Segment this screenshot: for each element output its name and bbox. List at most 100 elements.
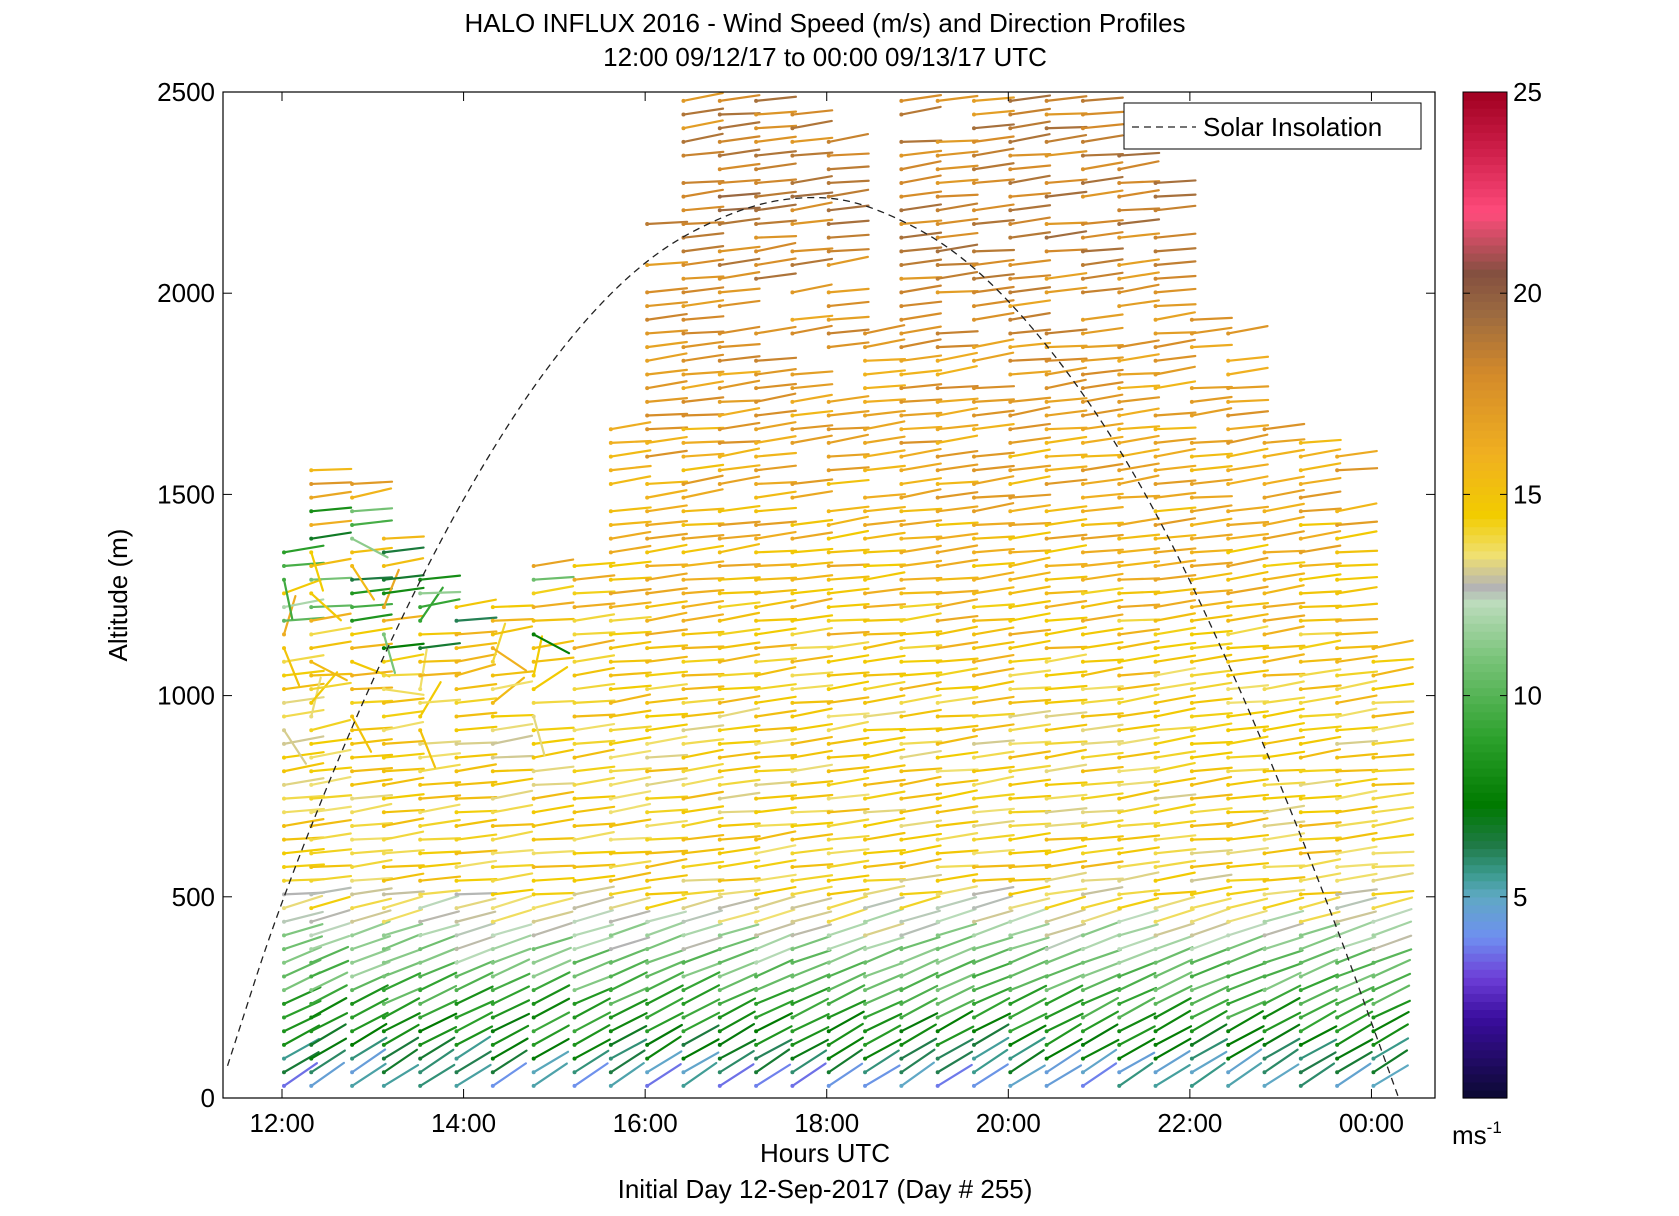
wind-vector-head <box>1044 577 1049 582</box>
wind-vector-shaft <box>282 986 322 1005</box>
wind-vector-shaft <box>1190 722 1233 732</box>
wind-vector-shaft <box>1154 958 1193 978</box>
wind-vector-head <box>1044 399 1049 404</box>
wind-vector-shaft <box>936 449 979 458</box>
wind-vector-shaft <box>755 520 798 527</box>
wind-vector-head <box>717 687 722 692</box>
wind-vector <box>754 999 794 1020</box>
wind-vector <box>826 1036 864 1061</box>
wind-vector <box>1153 464 1197 473</box>
wind-vector-shaft <box>310 1012 349 1033</box>
wind-vector-head <box>645 755 650 760</box>
wind-vector <box>1189 712 1233 719</box>
wind-vector <box>863 817 906 828</box>
wind-vector <box>350 753 394 760</box>
wind-vector-head <box>645 618 650 623</box>
wind-vector-shaft <box>900 749 942 759</box>
wind-vector <box>1335 549 1379 555</box>
wind-vector <box>754 1025 793 1047</box>
wind-vector-shaft <box>1336 449 1378 458</box>
wind-vector <box>1008 750 1051 760</box>
wind-vector-shaft <box>573 1049 610 1074</box>
wind-vector-shaft <box>1081 627 1124 636</box>
wind-vector-shaft <box>1118 871 1160 882</box>
wind-vector <box>935 351 979 363</box>
wind-vector <box>1008 133 1051 144</box>
wind-vector-shaft <box>1118 1037 1156 1060</box>
wind-vector-head <box>863 919 868 924</box>
wind-vector <box>899 284 942 295</box>
wind-vector <box>1008 849 1052 856</box>
wind-vector <box>1335 789 1378 801</box>
wind-vector-shaft <box>382 849 425 855</box>
wind-vector <box>531 837 575 842</box>
wind-vector-shaft <box>382 997 421 1019</box>
wind-vector-shaft <box>1118 934 1159 951</box>
wind-vector <box>717 299 761 309</box>
wind-vector-head <box>381 1001 386 1006</box>
wind-vector-head <box>1189 865 1194 870</box>
wind-vector <box>681 275 725 281</box>
wind-vector-shaft <box>382 574 425 581</box>
wind-vector-shaft <box>1154 311 1196 321</box>
wind-vector-head <box>418 988 423 993</box>
wind-vector <box>1008 152 1052 158</box>
wind-vector <box>754 768 798 774</box>
wind-vector <box>1044 286 1088 295</box>
wind-vector-shaft <box>1190 861 1233 869</box>
wind-vector <box>1080 819 1124 828</box>
wind-vector <box>1226 933 1267 952</box>
wind-vector <box>754 421 797 432</box>
wind-vector <box>826 315 870 322</box>
wind-vector-shaft <box>827 696 870 704</box>
wind-vector <box>309 612 352 623</box>
wind-vector-shaft <box>755 627 797 636</box>
wind-vector-head <box>790 728 795 733</box>
wind-vector-shaft <box>455 683 498 691</box>
wind-vector-shaft <box>1190 933 1231 951</box>
wind-vector-shaft <box>1045 366 1088 376</box>
wind-vector <box>1008 192 1052 199</box>
wind-vector <box>1008 997 1047 1020</box>
wind-vector <box>899 139 943 144</box>
wind-vector <box>899 174 942 185</box>
wind-vector-head <box>790 1056 795 1061</box>
wind-vector-head <box>490 646 495 651</box>
wind-vector-shaft <box>646 520 689 527</box>
wind-vector <box>1262 820 1306 828</box>
wind-vector-shaft <box>1227 974 1267 992</box>
wind-vector <box>1189 533 1233 541</box>
wind-vector-head <box>971 536 976 541</box>
wind-vector-shaft <box>718 440 761 444</box>
wind-vector-shaft <box>1154 533 1197 540</box>
wind-vector-head <box>350 933 355 938</box>
wind-vector <box>899 440 943 445</box>
wind-vector <box>1189 947 1231 965</box>
wind-vector-head <box>754 687 759 692</box>
wind-vector <box>1226 625 1269 637</box>
wind-vector <box>490 1062 527 1088</box>
wind-vector-head <box>717 550 722 555</box>
wind-vector <box>490 604 534 610</box>
wind-vector <box>899 909 941 924</box>
wind-vector <box>935 480 979 486</box>
wind-vector-shaft <box>609 544 652 554</box>
wind-vector-shaft <box>1263 653 1305 663</box>
wind-vector <box>717 464 761 473</box>
wind-vector-shaft <box>310 592 342 622</box>
wind-vector <box>1080 877 1124 883</box>
wind-vector-head <box>572 865 577 870</box>
wind-vector-head <box>826 974 831 979</box>
wind-vector-shaft <box>1081 613 1124 622</box>
wind-vector-head <box>826 810 831 815</box>
wind-vector-head <box>1008 139 1013 144</box>
wind-vector <box>681 299 725 309</box>
wind-vector-shaft <box>682 370 725 376</box>
wind-vector-head <box>350 632 355 637</box>
wind-vector-head <box>1044 782 1049 787</box>
wind-vector <box>717 935 759 952</box>
wind-vector <box>790 793 834 801</box>
wind-vector-shaft <box>382 1064 420 1088</box>
wind-vector <box>1117 766 1161 774</box>
wind-vector-head <box>1044 468 1049 473</box>
